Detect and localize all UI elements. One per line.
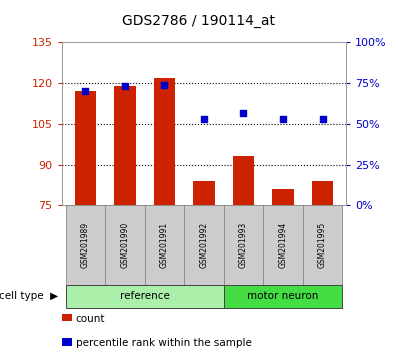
Bar — [303, 205, 342, 285]
Point — [122, 84, 128, 89]
Text: GDS2786 / 190114_at: GDS2786 / 190114_at — [123, 14, 275, 28]
Bar — [145, 205, 184, 285]
Point — [82, 88, 89, 94]
Point — [201, 116, 207, 122]
Bar — [66, 205, 105, 285]
Bar — [224, 285, 342, 308]
Bar — [66, 285, 224, 308]
Text: GSM201994: GSM201994 — [279, 222, 287, 268]
Text: count: count — [76, 314, 105, 324]
Bar — [184, 205, 224, 285]
Bar — [193, 181, 215, 205]
Bar — [272, 189, 294, 205]
Text: GSM201993: GSM201993 — [239, 222, 248, 268]
Text: reference: reference — [120, 291, 170, 302]
Point — [161, 82, 168, 88]
Bar — [232, 156, 254, 205]
Bar — [74, 91, 96, 205]
Bar — [224, 205, 263, 285]
Text: motor neuron: motor neuron — [247, 291, 319, 302]
Text: GSM201989: GSM201989 — [81, 222, 90, 268]
Point — [280, 116, 286, 122]
Bar — [105, 205, 145, 285]
Text: GSM201990: GSM201990 — [121, 222, 129, 268]
Text: GSM201991: GSM201991 — [160, 222, 169, 268]
Bar — [154, 78, 176, 205]
Text: cell type  ▶: cell type ▶ — [0, 291, 58, 302]
Point — [319, 116, 326, 122]
Text: GSM201992: GSM201992 — [199, 222, 209, 268]
Point — [240, 110, 247, 115]
Bar — [114, 86, 136, 205]
Bar — [263, 205, 303, 285]
Text: GSM201995: GSM201995 — [318, 222, 327, 268]
Bar — [312, 181, 334, 205]
Text: percentile rank within the sample: percentile rank within the sample — [76, 338, 252, 348]
